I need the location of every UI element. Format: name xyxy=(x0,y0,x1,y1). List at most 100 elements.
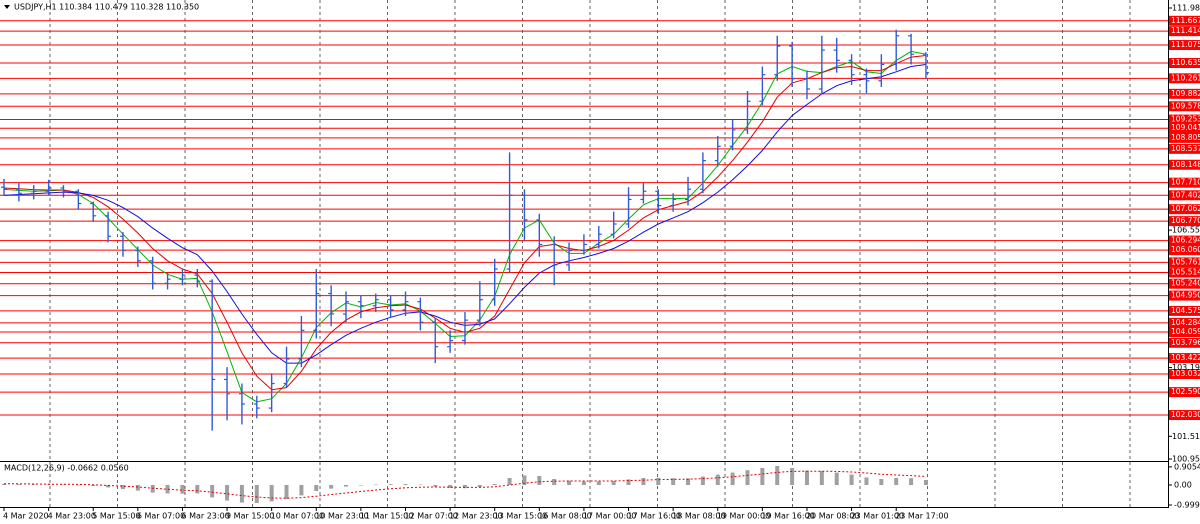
level-label-box xyxy=(1169,114,1200,125)
x-tick-label: 4 Mar 2020 xyxy=(3,512,49,521)
symbol-marker xyxy=(4,5,10,9)
level-label: 105.240 xyxy=(1171,279,1200,288)
level-label-box xyxy=(1169,143,1200,154)
macd-histogram-bar xyxy=(522,475,527,485)
level-label: 104.284 xyxy=(1171,318,1200,327)
macd-histogram-bar xyxy=(686,478,691,485)
macd-histogram-bar xyxy=(210,485,215,498)
macd-histogram-bar xyxy=(492,484,497,485)
level-label-box xyxy=(1169,40,1200,51)
level-label: 106.060 xyxy=(1171,245,1200,254)
x-tick-label: 9 Mar 15:00 xyxy=(226,512,274,521)
x-tick-label: 12 Mar 07:00 xyxy=(404,512,457,521)
y-tick-label: 106.550 xyxy=(1172,226,1200,235)
macd-histogram-bar xyxy=(790,468,795,485)
macd-histogram-bar xyxy=(626,479,631,485)
level-label: 109.253 xyxy=(1171,115,1200,124)
level-label-box xyxy=(1169,410,1200,421)
macd-histogram-bar xyxy=(239,485,244,503)
macd-histogram-bar xyxy=(180,485,185,494)
x-tick-label: 23 Mar 17:00 xyxy=(895,512,948,521)
macd-histogram-bar xyxy=(284,485,289,499)
indicator-y-tick-label: 0.9054 xyxy=(1174,462,1200,471)
macd-histogram-bar xyxy=(388,484,393,485)
macd-histogram-bar xyxy=(715,474,720,485)
level-label-box xyxy=(1169,369,1200,380)
macd-histogram-bar xyxy=(879,479,884,485)
level-label: 102.590 xyxy=(1171,387,1200,396)
macd-histogram-bar xyxy=(641,478,646,485)
level-label-box xyxy=(1169,317,1200,328)
level-label: 109.041 xyxy=(1171,123,1200,132)
macd-histogram-bar xyxy=(909,478,914,485)
macd-histogram-bar xyxy=(611,481,616,485)
macd-histogram-bar xyxy=(819,471,824,485)
level-label: 106.294 xyxy=(1171,236,1200,245)
macd-signal-line xyxy=(4,470,926,499)
level-label: 104.950 xyxy=(1171,291,1200,300)
x-tick-label: 17 Mar 00:00 xyxy=(583,512,636,521)
macd-histogram-bar xyxy=(165,485,170,494)
macd-histogram-bar xyxy=(448,485,453,488)
macd-histogram-bar xyxy=(225,485,230,501)
macd-histogram-bar xyxy=(299,485,304,496)
y-tick-label: 101.510 xyxy=(1172,432,1200,441)
macd-histogram-bar xyxy=(106,485,111,488)
macd-histogram-bar xyxy=(462,485,467,489)
level-label-box xyxy=(1169,190,1200,201)
macd-histogram-bar xyxy=(120,485,125,489)
level-label: 104.059 xyxy=(1171,327,1200,336)
macd-histogram-bar xyxy=(804,470,809,485)
macd-histogram-bar xyxy=(16,484,21,485)
macd-histogram-bar xyxy=(656,477,661,485)
macd-histogram-bar xyxy=(269,485,274,502)
level-label: 110.635 xyxy=(1171,58,1200,67)
macd-histogram-bar xyxy=(2,484,6,485)
x-tick-label: 10 Mar 07:00 xyxy=(271,512,324,521)
level-label: 111.414 xyxy=(1171,26,1200,35)
level-label: 106.770 xyxy=(1171,216,1200,225)
level-label: 102.030 xyxy=(1171,410,1200,419)
level-label: 108.148 xyxy=(1171,160,1200,169)
level-label: 104.575 xyxy=(1171,306,1200,315)
level-label: 109.882 xyxy=(1171,89,1200,98)
x-tick-label: 5 Mar 15:00 xyxy=(92,512,140,521)
level-label-box xyxy=(1169,15,1200,26)
macd-histogram-bar xyxy=(254,485,259,503)
macd-histogram-bar xyxy=(923,480,928,485)
macd-histogram-bar xyxy=(894,478,899,485)
level-label: 108.537 xyxy=(1171,144,1200,153)
macd-histogram-bar xyxy=(373,484,378,486)
macd-histogram-bar xyxy=(775,466,780,485)
indicator-title: MACD(12,26,9) -0.0662 0.0560 xyxy=(4,464,129,473)
level-label-box xyxy=(1169,278,1200,289)
level-label-box xyxy=(1169,58,1200,69)
x-tick-label: 13 Mar 15:00 xyxy=(494,512,547,521)
level-label: 103.422 xyxy=(1171,353,1200,362)
level-label: 111.075 xyxy=(1171,40,1200,49)
macd-histogram-bar xyxy=(150,485,155,493)
level-label: 107.062 xyxy=(1171,204,1200,213)
x-tick-label: 20 Mar 08:00 xyxy=(806,512,859,521)
indicator-y-tick-label: 0.00 xyxy=(1174,481,1192,490)
macd-histogram-bar xyxy=(671,478,676,485)
macd-histogram-bar xyxy=(760,468,765,485)
grid xyxy=(0,0,1168,507)
x-tick-label: 23 Mar 01:00 xyxy=(851,512,904,521)
x-tick-label: 10 Mar 23:00 xyxy=(315,512,368,521)
macd-histogram-bar xyxy=(76,485,81,486)
macd-histogram-bar xyxy=(745,470,750,485)
level-label: 103.796 xyxy=(1171,338,1200,347)
macd-histogram-bar xyxy=(344,485,349,487)
macd-histogram-bar xyxy=(552,479,557,485)
x-tick-label: 17 Mar 16:00 xyxy=(628,512,681,521)
macd-histogram-bar xyxy=(314,485,319,491)
level-label-box xyxy=(1169,101,1200,112)
level-label-box xyxy=(1169,88,1200,99)
level-label-box xyxy=(1169,216,1200,227)
x-tick-label: 16 Mar 08:00 xyxy=(538,512,591,521)
level-label: 107.402 xyxy=(1171,190,1200,199)
level-label: 110.261 xyxy=(1171,73,1200,82)
